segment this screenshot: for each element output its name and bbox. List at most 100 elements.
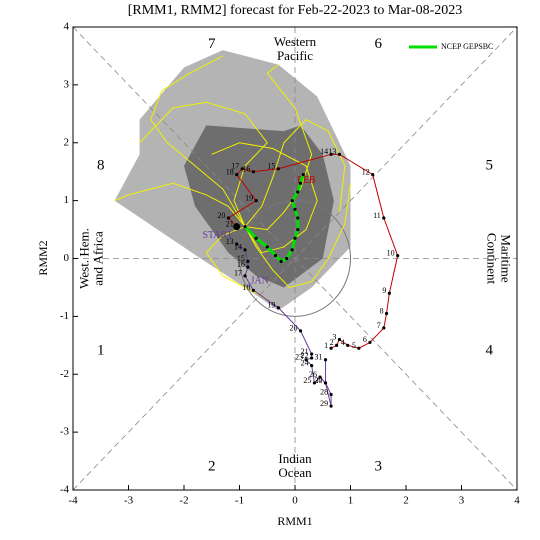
day-label: 28 <box>320 387 328 396</box>
point <box>273 254 278 258</box>
member-line <box>244 64 313 231</box>
day-label: 10 <box>387 248 395 257</box>
region-label: West. Hem. <box>76 228 91 289</box>
point <box>304 358 308 362</box>
day-label: 15 <box>267 162 275 171</box>
day-label: 18 <box>242 283 250 292</box>
point <box>387 291 391 295</box>
start-label: START <box>202 230 232 241</box>
point <box>368 340 372 345</box>
day-label: 21 <box>226 219 234 228</box>
member-line <box>139 101 268 227</box>
day-label: 4 <box>341 338 345 347</box>
phase-label: 7 <box>208 36 216 52</box>
point <box>293 236 297 240</box>
day-label: 1 <box>324 341 328 350</box>
day-label: 25 <box>303 376 311 385</box>
day-label: 8 <box>380 306 384 315</box>
phase-label: 8 <box>97 157 105 173</box>
point <box>296 216 300 220</box>
day-label: 12 <box>362 167 370 176</box>
member-line <box>150 55 246 227</box>
point <box>254 199 258 203</box>
point <box>329 404 333 408</box>
day-label: 13 <box>328 147 336 156</box>
point <box>235 242 239 246</box>
day-label: 15 <box>237 254 245 263</box>
x-axis-label: RMM1 <box>277 514 312 528</box>
phase-label: 5 <box>486 157 494 173</box>
member-line <box>205 226 268 300</box>
point <box>346 343 350 347</box>
point <box>254 236 258 240</box>
month-label: JAN <box>251 275 269 286</box>
day-label: 21 <box>301 347 309 356</box>
point <box>279 259 283 263</box>
day-label: 20 <box>217 211 225 220</box>
x-tick-label: 3 <box>459 495 465 507</box>
region-label: Western <box>274 34 317 49</box>
point <box>293 207 297 211</box>
day-label: 7 <box>377 321 381 330</box>
point <box>337 152 341 156</box>
day-label: 14 <box>234 243 242 252</box>
phase-label: 1 <box>97 343 105 359</box>
day-label: 24 <box>301 358 309 367</box>
day-label: 3 <box>332 332 336 341</box>
x-tick-label: 2 <box>403 495 409 507</box>
point <box>329 392 333 397</box>
unit-circle <box>239 200 351 317</box>
day-label: 14 <box>320 147 328 156</box>
day-label: 13 <box>226 237 234 246</box>
spread-area <box>184 125 334 288</box>
point <box>298 181 303 185</box>
point <box>290 199 294 203</box>
region-label: Ocean <box>278 465 312 480</box>
member-line <box>244 118 346 227</box>
day-label: 19 <box>245 193 253 202</box>
day-label: 23 <box>295 353 303 362</box>
plot: 13141516171819202122232425262728293031JA… <box>73 27 517 490</box>
point <box>335 343 339 347</box>
y-axis-label: RMM2 <box>36 240 50 275</box>
day-label: 2 <box>330 338 334 347</box>
phase-label: 4 <box>486 343 494 359</box>
day-label: 6 <box>363 335 367 344</box>
point <box>235 172 239 177</box>
y-tick-label: -4 <box>60 484 70 496</box>
point <box>296 227 300 232</box>
point <box>290 248 294 252</box>
point <box>276 306 280 310</box>
point <box>382 326 386 330</box>
y-tick-label: 2 <box>64 136 70 148</box>
day-label: 9 <box>382 286 386 295</box>
x-tick-label: -1 <box>235 495 244 507</box>
region-label: Continent <box>485 233 500 285</box>
point <box>240 167 244 171</box>
y-tick-label: 4 <box>64 21 70 33</box>
phase-label: 6 <box>375 36 383 52</box>
region-label: Pacific <box>277 48 313 63</box>
point <box>243 274 247 278</box>
point <box>310 352 314 356</box>
start-point <box>233 223 241 231</box>
point <box>246 265 250 269</box>
point <box>323 381 328 385</box>
day-label: 31 <box>315 353 323 362</box>
point <box>251 170 255 174</box>
day-label: 17 <box>234 269 242 278</box>
chart-title: [RMM1, RMM2] forecast for Feb-22-2023 to… <box>128 3 463 18</box>
day-label: 29 <box>320 399 328 408</box>
y-tick-label: 0 <box>64 252 70 264</box>
member-line <box>244 183 351 288</box>
point <box>251 288 255 292</box>
region-label: Maritime <box>499 234 514 283</box>
day-label: 26 <box>309 370 317 379</box>
phase-label: 2 <box>208 458 216 474</box>
phase-label: 3 <box>375 458 383 474</box>
point <box>285 256 289 261</box>
point <box>298 329 303 333</box>
region-label: Indian <box>278 451 312 466</box>
point <box>310 356 314 360</box>
